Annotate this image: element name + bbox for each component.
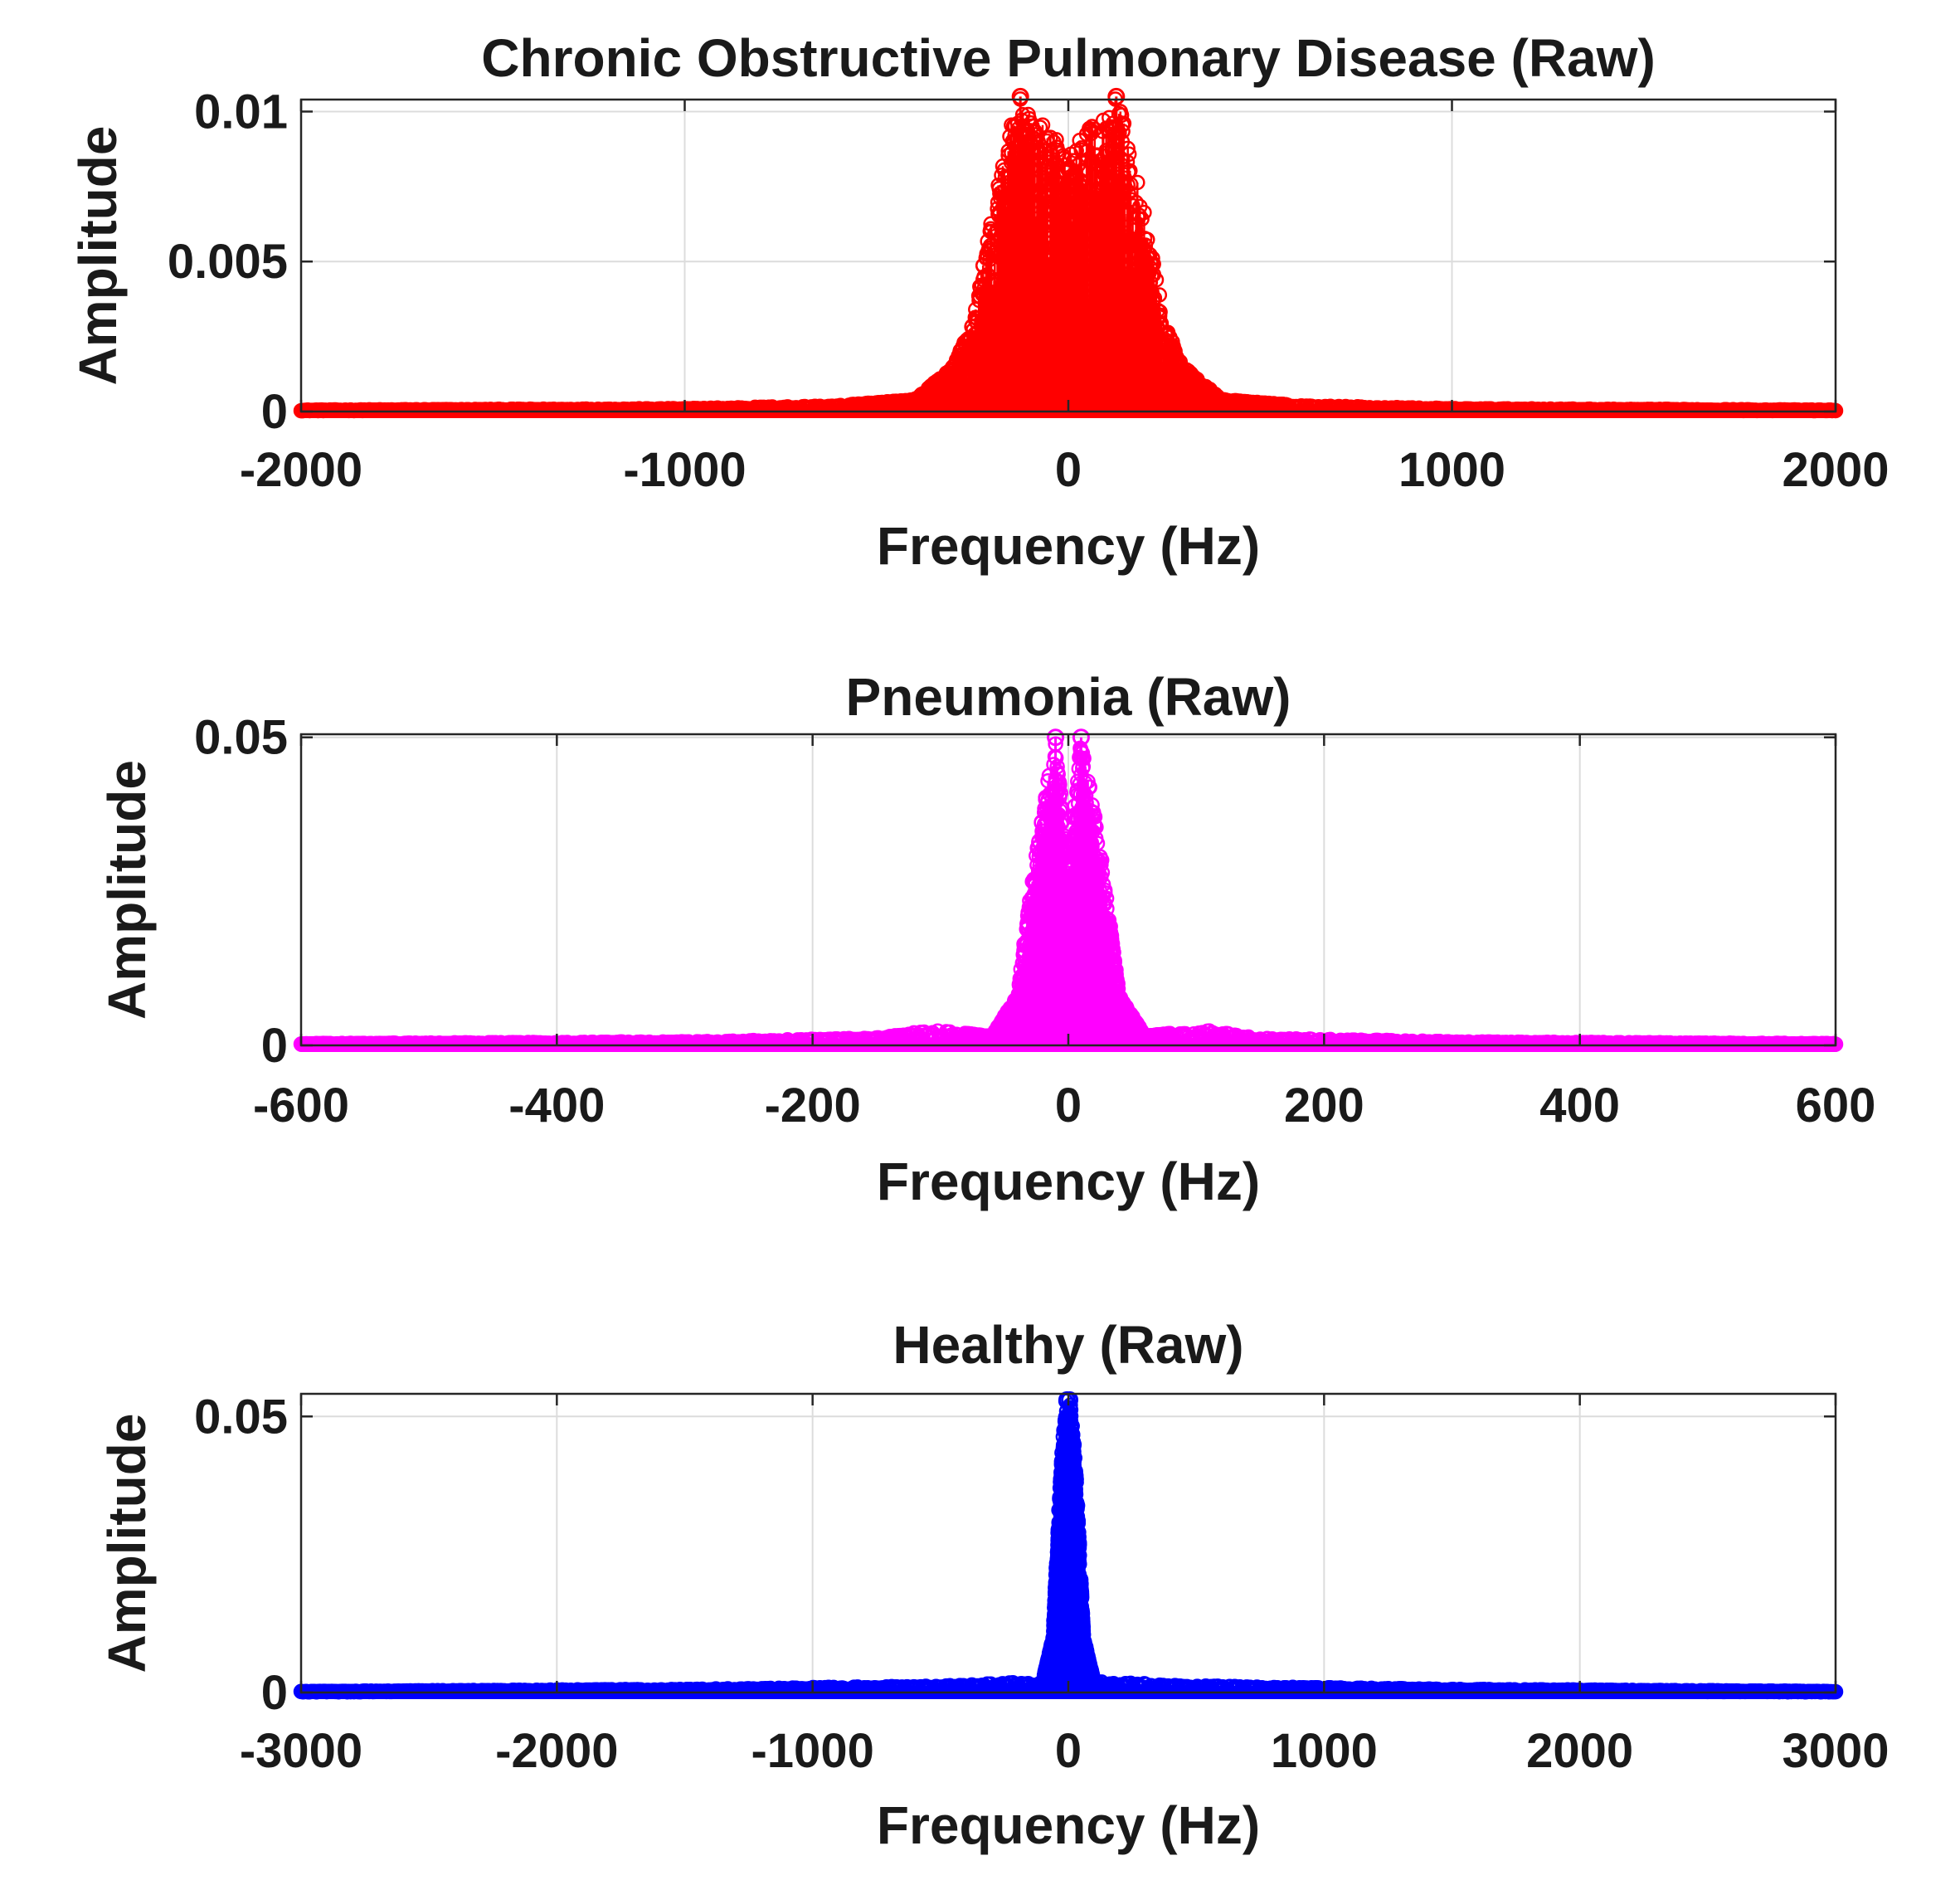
y-axis-label: Amplitude (68, 126, 128, 386)
x-tick-label: -2000 (240, 443, 362, 497)
y-tick-label: 0.01 (194, 85, 288, 139)
chart-copd: -2000 -1000 0 1000 2000 0 0.005 0.01 Chronic Ob… (68, 28, 1889, 576)
x-tick-label: -1000 (623, 443, 746, 497)
chart-title: Chronic Obstructive Pulmonary Disease (R… (481, 28, 1656, 88)
x-tick-label: 1000 (1398, 443, 1505, 497)
y-tick-label: 0.005 (168, 235, 288, 289)
x-axis-label: Frequency (Hz) (877, 516, 1260, 576)
x-tick-label: 2000 (1782, 443, 1889, 497)
x-tick-label: 0 (1055, 443, 1082, 497)
y-tick-label: 0 (261, 385, 288, 439)
